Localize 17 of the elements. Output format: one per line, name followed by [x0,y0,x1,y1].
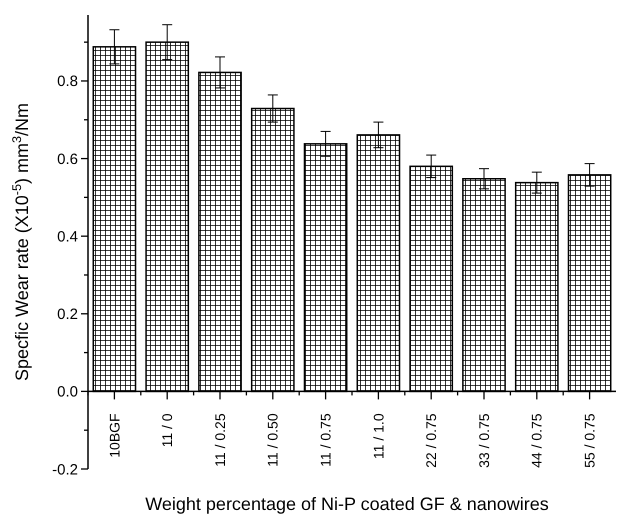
y-tick-label: 0.8 [57,73,78,90]
x-axis-title: Weight percentage of Ni-P coated GF & nanowires [145,494,549,514]
x-tick-label: 11 / 0.50 [264,413,281,467]
y-tick-label: -0.2 [52,461,78,478]
x-tick-label: 44 / 0.75 [528,413,545,468]
y-tick-label: 0.4 [57,228,78,246]
x-tick-label: 55 / 0.75 [582,413,598,468]
x-tick-label: 10BGF [106,413,122,458]
x-tick-label: 22 / 0.75 [423,413,440,468]
y-tick-label: 0.2 [57,306,78,324]
x-tick-label: 11 / 1.0 [370,413,386,460]
y-tick-label: 0.0 [57,384,78,401]
y-tick-label: 0.6 [57,150,78,168]
x-tick-label: 33 / 0.75 [476,413,492,468]
x-tick-label: 11 / 0.25 [212,413,228,467]
x-tick-label: 11 / 0 [159,413,176,448]
x-tick-label: 11 / 0.75 [318,413,334,467]
